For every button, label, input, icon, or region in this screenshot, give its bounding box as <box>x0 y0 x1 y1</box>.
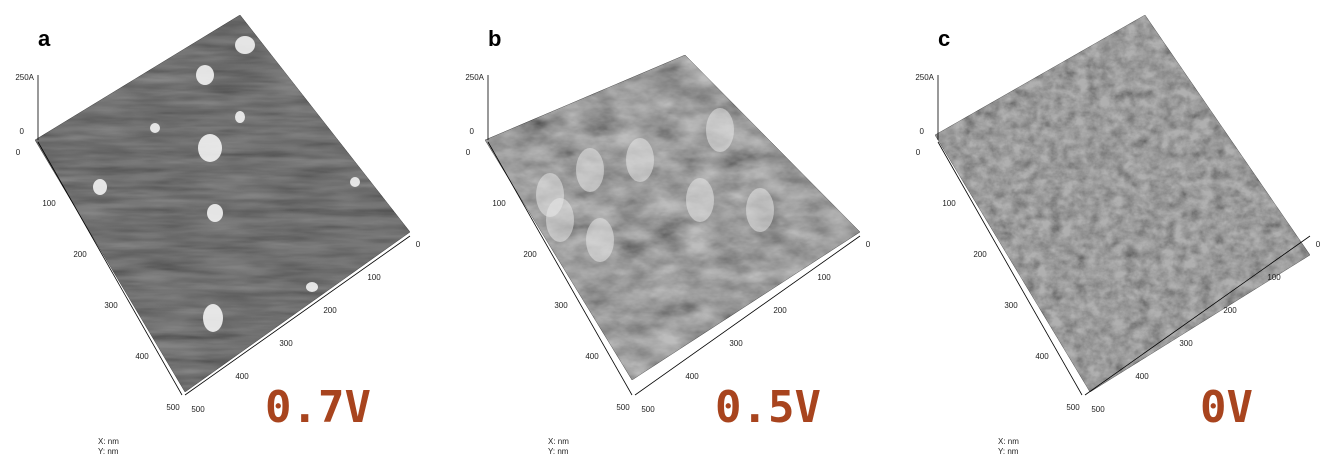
unit-label: Y: nm <box>998 447 1019 456</box>
peak <box>706 108 734 152</box>
particle <box>235 111 245 123</box>
unit-label: Y: nm <box>548 447 569 456</box>
particle <box>306 282 318 292</box>
y-tick-label: 200 <box>523 250 537 259</box>
y-tick-label: 100 <box>492 199 506 208</box>
panel-label: b <box>488 26 501 51</box>
afm-surface <box>935 15 1310 392</box>
peak <box>686 178 714 222</box>
x-tick-label: 400 <box>1135 372 1149 381</box>
y-tick-label: 100 <box>42 199 56 208</box>
particle <box>196 65 214 85</box>
unit-label: X: nm <box>548 437 569 446</box>
y-tick-label: 0 <box>16 148 21 157</box>
afm-surface <box>485 55 860 380</box>
z-tick-label: 250A <box>915 73 934 82</box>
z-tick-label: 250A <box>465 73 484 82</box>
y-tick-label: 100 <box>942 199 956 208</box>
y-tick-label: 500 <box>1066 403 1080 412</box>
panel: 250A 0 0 100 200 300 400 500 500 400 300 200 100 0 X: … <box>15 15 420 456</box>
figure: 250A 0 0 100 200 300 400 500 500 400 300 200 100 0 X: … <box>0 0 1326 467</box>
y-tick-label: 300 <box>1004 301 1018 310</box>
x-tick-label: 0 <box>1316 240 1321 249</box>
x-tick-label: 300 <box>1179 339 1193 348</box>
particle <box>203 304 223 332</box>
y-tick-label: 200 <box>73 250 87 259</box>
z-tick-label: 250A <box>15 73 34 82</box>
y-tick-label: 400 <box>1035 352 1049 361</box>
particle <box>350 177 360 187</box>
y-tick-label: 0 <box>916 148 921 157</box>
afm-surface <box>35 15 410 392</box>
y-tick-label: 400 <box>585 352 599 361</box>
voltage-label: 0V <box>1200 382 1253 433</box>
y-tick-label: 300 <box>104 301 118 310</box>
unit-label: Y: nm <box>98 447 119 456</box>
peak <box>586 218 614 262</box>
x-tick-label: 100 <box>367 273 381 282</box>
x-tick-label: 500 <box>191 405 205 414</box>
x-tick-label: 0 <box>416 240 421 249</box>
x-tick-label: 200 <box>773 306 787 315</box>
x-tick-label: 400 <box>235 372 249 381</box>
x-tick-label: 400 <box>685 372 699 381</box>
panel: 250A 0 0 100 200 300 400 500 500 400 300 200 100 0 X: … <box>465 26 870 456</box>
panel-label: a <box>38 26 51 51</box>
peak <box>746 188 774 232</box>
unit-label: X: nm <box>998 437 1019 446</box>
y-tick-label: 0 <box>466 148 471 157</box>
particle <box>235 36 255 54</box>
y-tick-label: 300 <box>554 301 568 310</box>
y-tick-label: 200 <box>973 250 987 259</box>
y-tick-label: 400 <box>135 352 149 361</box>
x-tick-label: 500 <box>1091 405 1105 414</box>
voltage-label: 0.5V <box>715 382 821 433</box>
x-tick-label: 200 <box>323 306 337 315</box>
particle <box>150 123 160 133</box>
unit-label: X: nm <box>98 437 119 446</box>
y-tick-label: 500 <box>616 403 630 412</box>
voltage-label: 0.7V <box>265 382 371 433</box>
z-tick-label: 0 <box>920 127 925 136</box>
x-tick-label: 100 <box>817 273 831 282</box>
panel-label: c <box>938 26 950 51</box>
particle <box>93 179 107 195</box>
x-tick-label: 300 <box>729 339 743 348</box>
z-tick-label: 0 <box>470 127 475 136</box>
y-tick-label: 500 <box>166 403 180 412</box>
particle <box>198 134 222 162</box>
z-tick-label: 0 <box>20 127 25 136</box>
x-tick-label: 200 <box>1223 306 1237 315</box>
x-tick-label: 500 <box>641 405 655 414</box>
panel: 250A 0 0 100 200 300 400 500 500 400 300 200 100 0 X: … <box>915 15 1320 456</box>
x-tick-label: 0 <box>866 240 871 249</box>
particle <box>207 204 223 222</box>
x-tick-label: 300 <box>279 339 293 348</box>
x-tick-label: 100 <box>1267 273 1281 282</box>
peak <box>626 138 654 182</box>
peak <box>576 148 604 192</box>
peak <box>546 198 574 242</box>
